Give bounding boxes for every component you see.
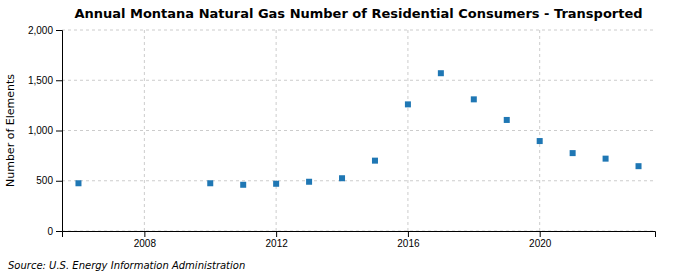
grid-line [276, 30, 277, 231]
y-axis-title: Number of Elements [4, 74, 17, 187]
tick-label: 1,000 [28, 125, 53, 136]
point [471, 96, 477, 102]
grid-line [62, 30, 655, 31]
tick-label: 0 [47, 226, 53, 237]
point [603, 156, 609, 162]
title: Annual Montana Natural Gas Number of Res… [74, 6, 642, 21]
tick-mark [408, 231, 409, 237]
tick-mark [540, 231, 541, 237]
point [438, 70, 444, 76]
axis-line [63, 232, 656, 238]
point [537, 138, 543, 144]
point [405, 101, 411, 107]
tick-mark [144, 231, 145, 237]
grid-line [539, 30, 540, 231]
axis-line [56, 31, 63, 232]
tick-mark [276, 231, 277, 237]
tick-mark [56, 30, 62, 31]
grid [62, 30, 655, 231]
point [339, 175, 345, 181]
y-tick: 1,000 [28, 125, 62, 136]
tick-label: 2,000 [28, 25, 53, 36]
y-tick: 500 [36, 175, 62, 186]
grid-line [62, 80, 655, 81]
plot: 2008 2012 2016 2020 0 500 1,000 1,500 2,000 [28, 25, 656, 249]
grid-line [144, 30, 145, 231]
point [372, 158, 378, 164]
tick-label: 500 [36, 175, 53, 186]
chart: 2008 2012 2016 2020 0 500 1,000 1,500 2,000 Annua… [0, 0, 675, 275]
y-tick: 0 [47, 226, 62, 237]
point [504, 117, 510, 123]
x-tick: 2020 [529, 231, 552, 249]
point [570, 150, 576, 156]
points [75, 70, 641, 188]
tick-label: 2012 [266, 238, 289, 249]
point [207, 180, 213, 186]
tick-mark [56, 80, 62, 81]
grid-line [407, 30, 408, 231]
x-tick: 2016 [397, 231, 420, 249]
tick-label: 2016 [397, 238, 420, 249]
point [273, 181, 279, 187]
grid-line [62, 180, 655, 181]
tick-mark [56, 131, 62, 132]
point [306, 179, 312, 185]
y-tick: 1,500 [28, 75, 62, 86]
y-axis: 0 500 1,000 1,500 2,000 [28, 25, 63, 237]
point [240, 182, 246, 188]
y-tick: 2,000 [28, 25, 62, 36]
tick-mark [56, 181, 62, 182]
tick-label: 2020 [529, 238, 552, 249]
tick-mark [56, 231, 62, 232]
x-tick: 2012 [266, 231, 289, 249]
x-axis: 2008 2012 2016 2020 [63, 231, 656, 249]
x-tick: 2008 [134, 231, 157, 249]
tick-label: 2008 [134, 238, 157, 249]
annotation: Source: U.S. Energy Information Administ… [8, 260, 245, 271]
tick-label: 1,500 [28, 75, 53, 86]
point [75, 180, 81, 186]
point [636, 163, 642, 169]
grid-line [62, 130, 655, 131]
